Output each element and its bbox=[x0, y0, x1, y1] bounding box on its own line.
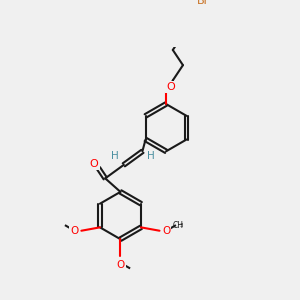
Text: H: H bbox=[112, 152, 119, 161]
Text: CH: CH bbox=[173, 221, 184, 230]
Text: O: O bbox=[70, 226, 79, 236]
Text: Br: Br bbox=[197, 0, 209, 6]
Text: O: O bbox=[162, 226, 170, 236]
Text: O: O bbox=[116, 260, 124, 269]
Text: O: O bbox=[90, 159, 99, 169]
Text: H: H bbox=[147, 151, 155, 160]
Text: 3: 3 bbox=[180, 223, 183, 228]
Text: O: O bbox=[166, 82, 175, 92]
